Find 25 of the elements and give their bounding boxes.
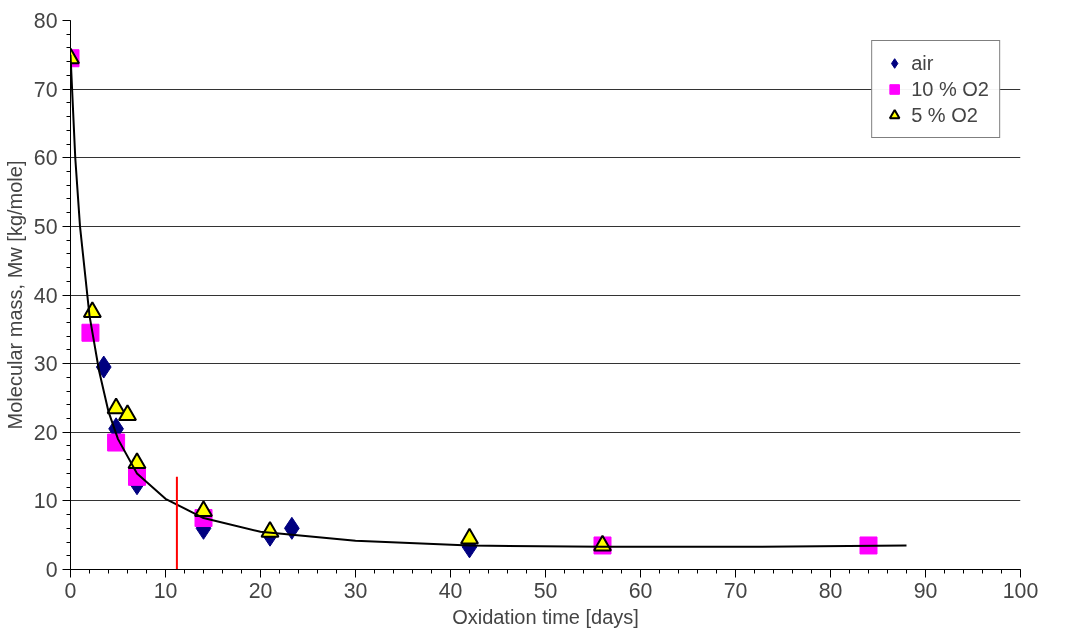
y-tick-label: 10: [33, 489, 58, 514]
y-tick-label: 70: [33, 77, 58, 102]
x-tick-label: 90: [913, 578, 938, 603]
y-tick-label: 40: [33, 283, 58, 308]
legend-label: 10 % O2: [911, 77, 989, 101]
y-tick-label: 30: [33, 352, 58, 377]
x-tick-label: 80: [818, 578, 843, 603]
x-axis-title: Oxidation time [days]: [452, 605, 639, 628]
x-tick-label: 20: [248, 578, 273, 603]
x-tick-label: 100: [1002, 578, 1039, 603]
y-axis-title: Molecular mass, Mw [kg/mole]: [3, 160, 26, 430]
x-tick-label: 50: [533, 578, 558, 603]
x-tick-label: 0: [64, 578, 77, 603]
y-tick-label: 80: [33, 9, 58, 33]
x-tick-label: 40: [438, 578, 463, 603]
legend-label: 5 % O2: [911, 103, 978, 127]
x-tick-label: 70: [723, 578, 748, 603]
x-tick-label: 60: [628, 578, 653, 603]
y-tick-label: 0: [45, 558, 58, 582]
legend-label: air: [911, 51, 934, 75]
y-tick-label: 20: [33, 420, 58, 445]
x-tick-label: 10: [153, 578, 178, 603]
y-tick-label: 60: [33, 146, 58, 171]
x-tick-label: 30: [343, 578, 368, 603]
y-tick-label: 50: [33, 214, 58, 239]
